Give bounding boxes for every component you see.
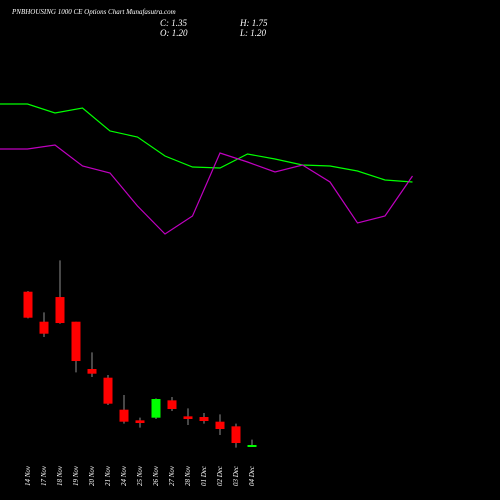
x-tick-label: 01 Dec [200,465,208,486]
x-tick-label: 18 Nov [56,465,64,486]
chart-title: PNBHOUSING 1000 CE Options Chart Munafas… [11,8,176,16]
candle-body [231,426,241,444]
x-tick-label: 24 Nov [120,465,128,486]
x-tick-label: 17 Nov [40,465,48,486]
candle-body [87,369,97,374]
info-high: H: 1.75 [239,18,268,28]
x-tick-label: 20 Nov [88,465,96,486]
x-tick-label: 04 Dec [248,465,256,486]
line-series [0,144,413,235]
info-low: L: 1.20 [239,28,267,38]
x-tick-label: 26 Nov [152,465,160,486]
x-tick-label: 03 Dec [232,465,240,486]
candle-body [103,377,113,404]
candle-body [119,409,129,422]
x-tick-label: 02 Dec [216,465,224,486]
line-series [0,103,413,183]
candle-body [39,321,49,334]
info-close: C: 1.35 [160,18,188,28]
x-tick-label: 28 Nov [184,465,192,486]
x-tick-label: 19 Nov [72,465,80,486]
candle-body [135,420,145,424]
candle-body [71,321,81,362]
info-open: O: 1.20 [160,28,188,38]
x-tick-label: 27 Nov [168,465,176,486]
candle-body [55,297,65,324]
candle-body [199,417,209,422]
candle-body [167,400,177,410]
candle-body [151,399,161,418]
candle-body [23,291,33,318]
candle-body [215,421,225,430]
candle-body [183,416,193,420]
x-tick-label: 14 Nov [24,465,32,486]
candle-body [247,445,257,448]
x-tick-label: 21 Nov [104,465,112,486]
x-tick-label: 25 Nov [136,465,144,486]
